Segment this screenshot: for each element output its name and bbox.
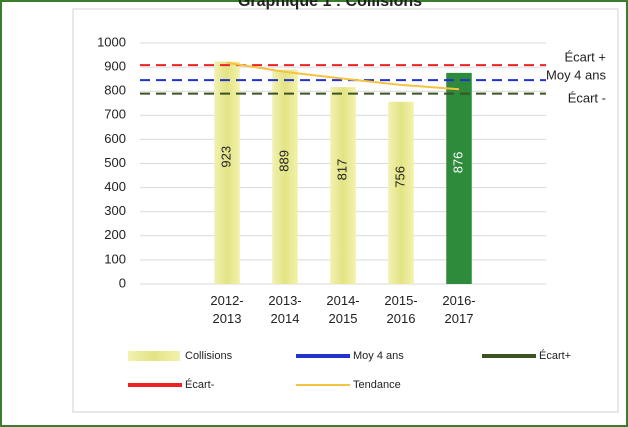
- x-tick-label: 2016-2017: [442, 293, 475, 326]
- y-tick-label: 200: [104, 227, 126, 242]
- x-tick-label: 2014-2015: [326, 293, 359, 326]
- bar: [446, 72, 472, 284]
- data-label: 817: [334, 159, 349, 181]
- annotation: Moy 4 ans: [546, 67, 606, 82]
- annotation: Écart +: [564, 49, 606, 64]
- data-label: 889: [276, 150, 291, 172]
- x-tick-label: 2012-2013: [210, 293, 243, 326]
- y-tick-label: 900: [104, 59, 126, 74]
- bar: [330, 87, 356, 284]
- x-tick-label: 2013-2014: [268, 293, 301, 326]
- annotation: Écart -: [568, 90, 606, 105]
- data-label: 923: [218, 146, 233, 168]
- bar: [388, 101, 414, 284]
- trend-line: [226, 61, 460, 91]
- y-tick-label: 600: [104, 131, 126, 146]
- y-tick-label: 400: [104, 179, 126, 194]
- legend-label: Tendance: [353, 379, 401, 391]
- y-tick-label: 300: [104, 203, 126, 218]
- y-tick-label: 500: [104, 155, 126, 170]
- x-tick-label: 2015-2016: [384, 293, 417, 326]
- data-label: 756: [392, 166, 407, 188]
- legend-swatch: [128, 351, 180, 361]
- bar: [272, 69, 298, 284]
- legend-label: Écart+: [539, 349, 571, 362]
- y-tick-label: 0: [119, 275, 126, 290]
- y-tick-label: 100: [104, 251, 126, 266]
- data-label: 876: [450, 152, 465, 174]
- legend-label: Collisions: [185, 350, 233, 362]
- legend-label: Moy 4 ans: [353, 350, 404, 362]
- chart-title: Graphique 1 : Collisions: [238, 0, 422, 10]
- y-tick-label: 1000: [97, 34, 126, 49]
- y-tick-label: 800: [104, 83, 126, 98]
- bar: [214, 61, 240, 284]
- y-tick-label: 700: [104, 107, 126, 122]
- legend-label: Écart-: [185, 378, 215, 391]
